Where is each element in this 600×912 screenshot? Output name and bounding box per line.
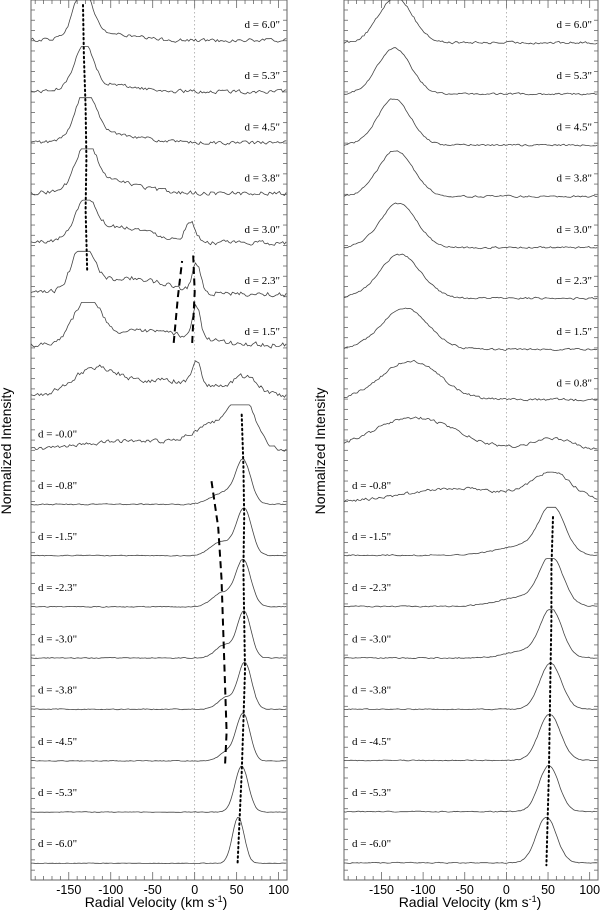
left-x-tick-label: -150 — [56, 883, 81, 897]
right-x-tick-label: 50 — [541, 883, 555, 897]
left-spectrum-1 — [30, 46, 287, 95]
right-x-axis-label: Radial Velocity (km s-1) — [399, 894, 542, 910]
right-x-tick-label: 0 — [503, 883, 510, 897]
right-spectrum-2 — [343, 98, 598, 147]
left-spectrum-2 — [30, 97, 287, 146]
right-spectrum-9 — [343, 471, 598, 503]
right-y-axis-label: Normalized Intensity — [312, 388, 328, 515]
right-spectrum-3 — [343, 150, 598, 198]
left-spectrum-5 — [30, 250, 287, 298]
right-offset-label-2: d = 4.5" — [557, 121, 592, 133]
right-panel: Normalized Intensity Radial Velocity (km… — [312, 0, 600, 910]
left-spectrum-4 — [30, 199, 287, 246]
right-spectrum-13 — [344, 662, 598, 711]
left-x-tick-label: -50 — [144, 883, 162, 897]
left-panel: Normalized Intensity Radial Velocity (km… — [0, 0, 289, 910]
left-offset-label-12: d = -3.0" — [38, 633, 77, 645]
left-offset-label-13: d = -3.8" — [38, 685, 77, 697]
right-offset-label-0: d = 6.0" — [557, 19, 592, 31]
right-offset-label-7: d = 0.8" — [557, 377, 592, 389]
right-spectrum-0 — [343, 0, 598, 45]
right-x-tick-label: 100 — [579, 883, 600, 897]
right-offset-label-16: d = -6.0" — [352, 838, 391, 850]
right-offset-label-10: d = -1.5" — [352, 531, 391, 543]
right-spectrum-15 — [343, 765, 598, 813]
left-offset-label-15: d = -5.3" — [38, 787, 77, 799]
left-spectrum-8 — [30, 404, 287, 452]
left-y-axis-label: Normalized Intensity — [0, 388, 14, 515]
left-wing-trace — [210, 481, 228, 768]
left-spectrum-9 — [30, 458, 287, 506]
right-offset-label-9: d = -0.8" — [352, 480, 391, 492]
right-offset-label-15: d = -5.3" — [352, 787, 391, 799]
left-spectrum-0 — [30, 0, 287, 43]
right-spectrum-1 — [343, 47, 598, 96]
right-spectrum-8 — [343, 416, 598, 450]
left-offset-label-14: d = -4.5" — [38, 736, 77, 748]
left-blue-peak-trace — [82, 4, 89, 273]
left-spectrum-15 — [30, 765, 287, 813]
left-offset-label-0: d = 6.0" — [245, 19, 280, 31]
left-x-tick-label: 0 — [191, 883, 198, 897]
right-spectrum-6 — [343, 307, 598, 351]
left-offset-label-4: d = 3.0" — [245, 224, 280, 236]
left-spectrum-3 — [30, 148, 287, 197]
left-spectrum-7 — [30, 360, 287, 398]
left-x-tick-label: 50 — [230, 883, 244, 897]
right-offset-label-11: d = -2.3" — [352, 582, 391, 594]
left-offset-label-1: d = 5.3" — [245, 70, 280, 82]
right-spectrum-5 — [343, 253, 598, 300]
right-offset-label-13: d = -3.8" — [352, 685, 391, 697]
right-spectrum-16 — [344, 816, 598, 864]
left-x-axis-label: Radial Velocity (km s-1) — [85, 894, 228, 910]
right-offset-label-1: d = 5.3" — [557, 70, 592, 82]
left-offset-label-16: d = -6.0" — [38, 838, 77, 850]
right-offset-label-3: d = 3.8" — [557, 173, 592, 185]
left-offset-label-8: d = -0.0" — [38, 429, 77, 441]
left-offset-label-2: d = 4.5" — [245, 121, 280, 133]
right-spectrum-14 — [343, 713, 598, 762]
right-spectrum-12 — [343, 609, 598, 660]
left-offset-label-3: d = 3.8" — [245, 173, 280, 185]
right-offset-label-14: d = -4.5" — [352, 736, 391, 748]
left-x-tick-label: 100 — [268, 883, 289, 897]
left-dashed-trace-b — [191, 250, 196, 343]
right-x-tick-label: -150 — [369, 883, 394, 897]
left-spectrum-16 — [31, 817, 287, 865]
left-offset-label-5: d = 2.3" — [245, 275, 280, 287]
right-offset-label-6: d = 1.5" — [557, 326, 592, 338]
left-offset-label-10: d = -1.5" — [38, 531, 77, 543]
right-spectrum-11 — [343, 558, 598, 608]
left-offset-label-9: d = -0.8" — [38, 480, 77, 492]
left-x-tick-label: -100 — [98, 883, 123, 897]
left-spectrum-13 — [31, 661, 287, 711]
right-spectrum-4 — [344, 202, 598, 250]
left-offset-label-6: d = 1.5" — [245, 326, 280, 338]
left-dashed-trace-a — [172, 260, 184, 343]
left-spectrum-14 — [30, 712, 287, 762]
right-x-tick-label: -50 — [456, 883, 474, 897]
right-spectrum-7 — [343, 359, 598, 402]
right-offset-label-5: d = 2.3" — [557, 275, 592, 287]
right-spectrum-10 — [343, 506, 598, 557]
right-offset-label-12: d = -3.0" — [352, 633, 391, 645]
right-red-peak-trace — [545, 516, 554, 867]
left-spectrum-6 — [30, 302, 287, 349]
right-offset-label-4: d = 3.0" — [557, 224, 592, 236]
left-red-peak-trace — [236, 413, 247, 867]
left-spectrum-12 — [30, 610, 287, 659]
left-offset-label-11: d = -2.3" — [38, 582, 77, 594]
right-x-tick-label: -100 — [411, 883, 436, 897]
